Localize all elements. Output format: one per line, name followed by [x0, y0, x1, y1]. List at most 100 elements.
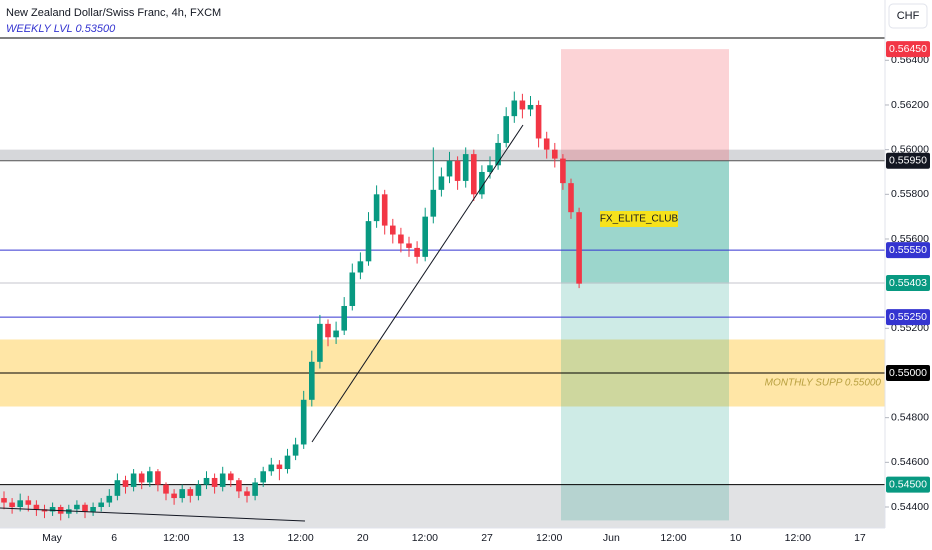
candle-body [195, 484, 202, 496]
candle-body [341, 305, 347, 331]
candle-body [560, 158, 566, 184]
x-tick-label: 6 [111, 532, 117, 544]
candle-body [373, 194, 380, 222]
candle-body [503, 116, 509, 143]
candle-body [479, 171, 485, 195]
price-tag [886, 152, 930, 169]
axis-layer: 0.544000.546000.548000.552000.556000.558… [42, 41, 930, 544]
candle-body [519, 100, 526, 110]
x-tick-label: 12:00 [287, 532, 313, 544]
currency: CHF [897, 10, 920, 22]
y-tick-label: 0.54400 [891, 501, 929, 513]
candle-body [211, 477, 218, 487]
candle-body [252, 482, 258, 496]
candle-body [576, 212, 582, 284]
candle-body [390, 225, 396, 235]
candle-body [147, 471, 153, 483]
candle-body [406, 243, 412, 248]
y-tick-label: 0.56200 [891, 99, 929, 111]
candle-body [495, 142, 501, 166]
candle-body [122, 480, 129, 487]
candle-body [398, 234, 404, 244]
candle-body [317, 323, 323, 362]
candle-body [66, 509, 72, 514]
candle-body [33, 504, 40, 510]
zone [0, 149, 885, 161]
price-tag [886, 242, 930, 259]
annotation: FX_ELITE_CLUB [600, 214, 679, 225]
candle-body [82, 504, 88, 512]
price-tag [886, 274, 930, 291]
candle-body [236, 480, 242, 492]
candle-body [268, 464, 275, 472]
candle-body [9, 502, 15, 508]
candle-body [138, 473, 145, 483]
candle-body [414, 247, 420, 257]
candle-body [325, 323, 331, 338]
candle-body [300, 399, 307, 445]
x-tick-label: 12:00 [412, 532, 438, 544]
candle-body [454, 160, 461, 181]
candle-body [511, 100, 518, 117]
candle-body [422, 216, 428, 257]
candle-body [309, 361, 315, 400]
candle-body [179, 489, 185, 499]
x-tick-label: 17 [854, 532, 866, 544]
price-tag-label: 0.55550 [889, 244, 927, 256]
y-tick-label: 0.56400 [891, 54, 929, 66]
x-tick-label: 12:00 [660, 532, 686, 544]
x-tick-label: May [42, 532, 63, 544]
candle-body [357, 261, 364, 273]
candle-body [535, 104, 542, 139]
candle-body [349, 272, 356, 306]
price-tag [886, 41, 930, 58]
price-tag [886, 309, 930, 326]
x-tick-label: 27 [481, 532, 493, 544]
x-tick-label: 10 [730, 532, 742, 544]
annotation-bg [600, 211, 678, 227]
currency-button[interactable] [888, 3, 928, 29]
candle-body [163, 484, 169, 494]
candle-body [462, 154, 469, 181]
candle-body [487, 165, 493, 172]
plot-area: FX_ELITE_CLUB MONTHLY SUPP 0.55000 [0, 37, 885, 528]
candle-body [114, 480, 121, 496]
candle-body [527, 104, 534, 110]
candle-body [260, 471, 266, 483]
candle-body [543, 138, 550, 150]
x-tick-label: 13 [233, 532, 245, 544]
candle-body [381, 194, 388, 226]
candle-body [155, 471, 161, 485]
time-axis [0, 528, 932, 550]
candle-body [276, 464, 283, 470]
candle-body [228, 473, 234, 481]
candle-body [292, 444, 299, 456]
candle-body [17, 500, 23, 508]
y-tick-label: 0.55600 [891, 233, 929, 245]
candle-body [25, 500, 32, 505]
candle-body [1, 498, 7, 503]
candle-body [446, 160, 453, 177]
chart-title: New Zealand Dollar/Swiss Franc, 4h, FXCM [6, 7, 221, 19]
x-tick-label: 20 [357, 532, 369, 544]
trend-line [0, 507, 306, 522]
price-tag-label: 0.55250 [889, 311, 927, 323]
candle-body [284, 455, 291, 470]
annotation: MONTHLY SUPP 0.55000 [765, 378, 882, 389]
price-tag-label: 0.55950 [889, 155, 927, 167]
y-tick-label: 0.54600 [891, 456, 929, 468]
title-bg [0, 4, 190, 36]
price-tag [886, 476, 930, 493]
price-tag-label: 0.55000 [889, 367, 927, 379]
trend-line [311, 124, 524, 443]
candle-body [365, 221, 372, 262]
candle-body [219, 473, 226, 487]
candle-body [471, 154, 477, 195]
price-tag-label: 0.56450 [889, 43, 927, 55]
x-tick-label: 12:00 [536, 532, 562, 544]
candle-body [438, 176, 445, 190]
candle-body [74, 504, 80, 510]
y-tick-label: 0.54800 [891, 411, 929, 423]
candle-body [430, 189, 437, 217]
